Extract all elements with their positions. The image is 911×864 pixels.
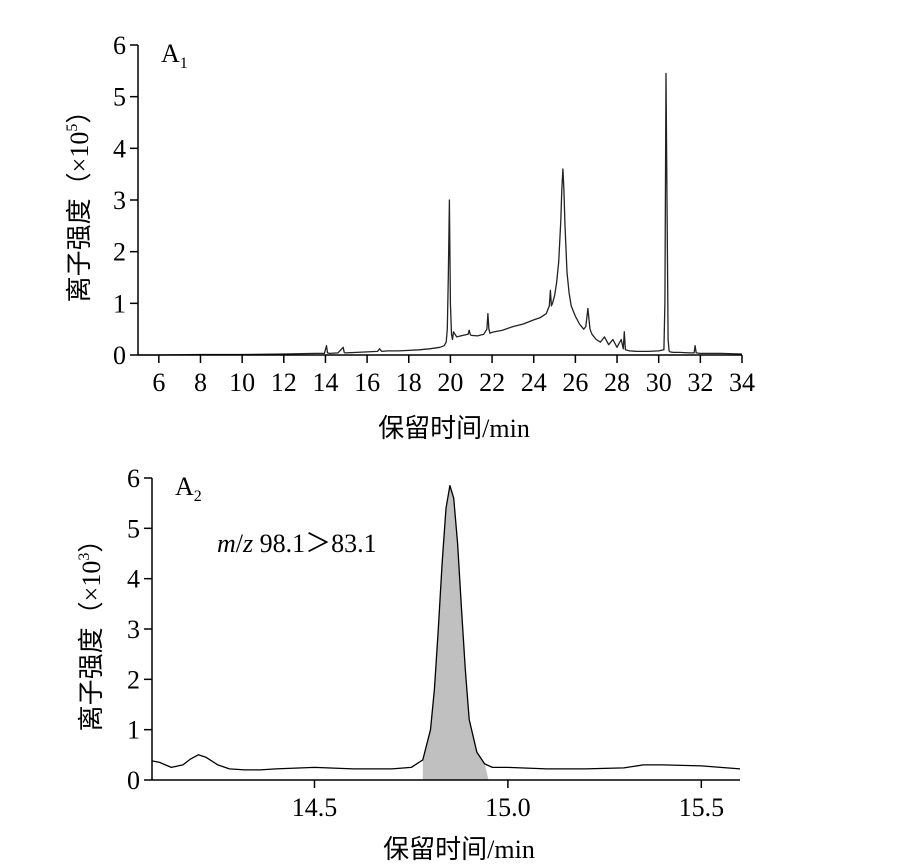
y-axis-title-main: 离子强度（×10 (65, 132, 94, 303)
panel-label: A1 (161, 39, 188, 72)
mz-annotation-slash: / (236, 529, 244, 558)
x-tick-label: 15.0 (485, 793, 531, 822)
panel-label: A2 (175, 472, 202, 505)
y-axis-title: 离子强度（×103） (76, 527, 106, 732)
y-tick-label: 1 (127, 716, 140, 745)
x-tick-label: 8 (194, 368, 207, 397)
x-tick-label: 28 (604, 368, 630, 397)
x-tick-label: 10 (229, 368, 255, 397)
y-tick-label: 6 (113, 31, 126, 60)
mz-annotation-m: m (217, 529, 236, 558)
x-tick-label: 26 (562, 368, 588, 397)
mz-annotation-z: z (242, 529, 253, 558)
y-tick-label: 1 (113, 289, 126, 318)
y-axis-title: 离子强度（×105） (64, 98, 94, 303)
panel-label-subscript: 2 (194, 488, 202, 505)
x-tick-label: 18 (396, 368, 422, 397)
y-tick-label: 3 (127, 615, 140, 644)
x-tick-label: 20 (437, 368, 463, 397)
mz-annotation-transition: 98.1＞83.1 (253, 529, 377, 558)
x-tick-label: 16 (354, 368, 380, 397)
panel-label-subscript: 1 (180, 55, 188, 72)
y-axis-title-exponent: 5 (64, 124, 81, 132)
y-axis-title-close: ） (77, 527, 106, 553)
y-tick-label: 2 (113, 238, 126, 267)
x-tick-label: 24 (521, 368, 547, 397)
x-axis-title: 保留时间/min (383, 835, 535, 864)
y-axis-title-close: ） (65, 98, 94, 124)
x-tick-label: 14 (312, 368, 338, 397)
series-line (151, 484, 741, 771)
y-tick-label: 3 (113, 186, 126, 215)
y-axis-title-main: 离子强度（×10 (77, 561, 106, 732)
chart-panel-2: 0 1 2 3 4 5 6 14.5 15.0 15.5 A2 m/z 98.1＞83.1 保留时间/m… (76, 464, 741, 864)
y-axis-title-exponent: 3 (76, 553, 93, 561)
y-tick-label: 6 (127, 464, 140, 493)
x-tick-label: 32 (687, 368, 713, 397)
y-tick-label: 5 (127, 514, 140, 543)
x-tick-label: 30 (646, 368, 672, 397)
series-line (138, 72, 743, 356)
x-tick-label: 34 (729, 368, 755, 397)
x-tick-label: 6 (152, 368, 165, 397)
peak-fill-area (422, 485, 489, 780)
mz-annotation: m/z 98.1＞83.1 (217, 529, 377, 558)
y-tick-label: 4 (127, 565, 140, 594)
y-tick-label: 0 (127, 766, 140, 795)
y-tick-label: 5 (113, 83, 126, 112)
y-tick-label: 2 (127, 665, 140, 694)
x-tick-label: 14.5 (292, 793, 338, 822)
x-tick-label: 12 (271, 368, 297, 397)
y-tick-label: 4 (113, 134, 126, 163)
x-axis-title: 保留时间/min (378, 414, 530, 443)
y-tick-label: 0 (113, 341, 126, 370)
x-tick-label: 15.5 (679, 793, 725, 822)
x-tick-label: 22 (479, 368, 505, 397)
